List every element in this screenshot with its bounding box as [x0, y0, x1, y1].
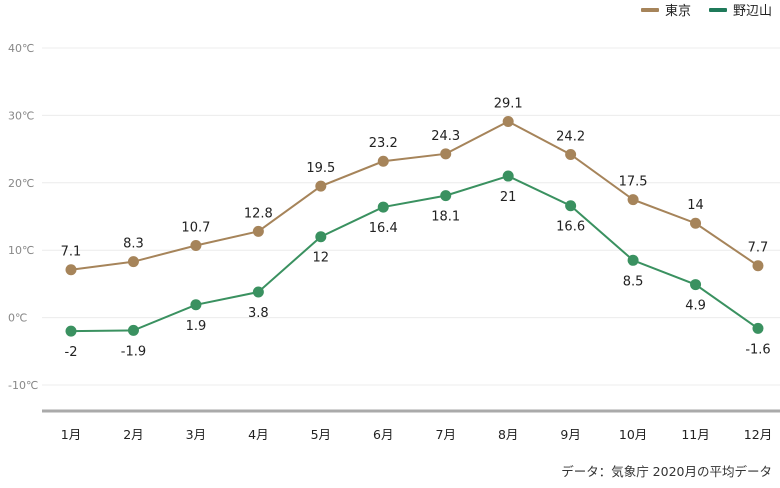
data-label: 16.4 [369, 221, 398, 236]
data-point [690, 217, 702, 229]
data-label: 3.8 [248, 306, 269, 321]
y-tick-label: 30℃ [8, 109, 34, 122]
y-tick-label: 20℃ [8, 177, 34, 190]
data-label: 18.1 [431, 210, 460, 225]
data-point [315, 231, 327, 243]
data-label: 8.3 [123, 237, 144, 252]
x-tick-label: 4月 [248, 427, 268, 442]
x-tick-label: 6月 [373, 427, 393, 442]
x-tick-label: 5月 [311, 427, 331, 442]
data-point [502, 115, 514, 127]
x-tick-label: 8月 [498, 427, 518, 442]
y-tick-label: -10℃ [8, 379, 38, 392]
data-point [252, 225, 264, 237]
data-label: 12.8 [244, 206, 273, 221]
data-point [752, 322, 764, 334]
y-tick-label: 10℃ [8, 244, 34, 257]
legend-item-nobeyama: 野辺山 [708, 0, 772, 19]
data-label: 21 [500, 190, 517, 205]
data-point [752, 260, 764, 272]
data-point [65, 264, 77, 276]
data-point [377, 155, 389, 167]
legend-label-nobeyama: 野辺山 [732, 4, 772, 19]
data-source-note: データ：気象庁 2020月の平均データ [561, 464, 772, 479]
legend: 東京 野辺山 [640, 0, 772, 19]
y-axis-ticks: 40℃ 30℃ 20℃ 10℃ 0℃ -10℃ [8, 42, 38, 392]
data-point [440, 190, 452, 202]
data-label: -1.9 [121, 344, 146, 359]
data-point [565, 148, 577, 160]
data-label: 4.9 [685, 299, 706, 314]
data-point [440, 148, 452, 160]
data-point [190, 239, 202, 251]
x-tick-label: 1月 [61, 427, 81, 442]
data-label: -2 [65, 345, 78, 360]
data-point [565, 200, 577, 212]
x-tick-label: 11月 [681, 427, 709, 442]
data-point [502, 170, 514, 182]
x-tick-label: 12月 [744, 427, 772, 442]
data-label: 17.5 [619, 175, 648, 190]
data-point [190, 299, 202, 311]
data-label: 29.1 [494, 96, 523, 111]
series-line [70, 120, 759, 271]
data-point [690, 279, 702, 291]
data-point [252, 286, 264, 298]
data-point [377, 201, 389, 213]
data-point [65, 325, 77, 337]
legend-swatch-tokyo [640, 7, 659, 12]
legend-item-tokyo: 東京 [640, 0, 691, 19]
data-label: 19.5 [306, 161, 335, 176]
series: 7.1 8.3 10.7 12.8 19.5 23.2 24.3 29.1 24.2 17.5 14… [61, 96, 771, 360]
data-label: 1.9 [186, 319, 207, 334]
series-nobeyama: -2 -1.9 1.9 3.8 12 16.4 18.1 21 16.6 8.5 4.9 -1.6 [65, 170, 771, 360]
data-label: 7.1 [61, 245, 82, 260]
data-point [127, 256, 139, 268]
series-tokyo: 7.1 8.3 10.7 12.8 19.5 23.2 24.3 29.1 24.2 17.5 14… [61, 96, 769, 276]
data-label: 8.5 [623, 274, 644, 289]
data-label: 16.6 [556, 220, 585, 235]
data-point [627, 194, 639, 206]
data-point [627, 254, 639, 266]
x-tick-label: 10月 [619, 427, 647, 442]
gridlines [42, 47, 780, 386]
data-label: 14 [687, 198, 704, 213]
legend-label-tokyo: 東京 [664, 4, 691, 19]
data-label: 24.2 [556, 129, 585, 144]
data-label: 24.3 [431, 129, 460, 144]
data-label: -1.6 [745, 342, 770, 357]
data-label: 12 [313, 251, 330, 266]
x-tick-label: 3月 [186, 427, 206, 442]
data-point [127, 324, 139, 336]
y-tick-label: 40℃ [8, 42, 34, 55]
y-tick-label: 0℃ [8, 312, 27, 325]
x-axis-ticks: 1月 2月 3月 4月 5月 6月 7月 8月 9月 10月 11月 12月 [61, 427, 772, 442]
x-tick-label: 2月 [123, 427, 143, 442]
data-label: 10.7 [181, 220, 210, 235]
data-point [315, 180, 327, 192]
legend-swatch-nobeyama [708, 7, 727, 12]
data-label: 7.7 [748, 241, 769, 256]
x-tick-label: 9月 [560, 427, 580, 442]
series-line [70, 174, 759, 333]
data-label: 23.2 [369, 136, 398, 151]
x-tick-label: 7月 [436, 427, 456, 442]
